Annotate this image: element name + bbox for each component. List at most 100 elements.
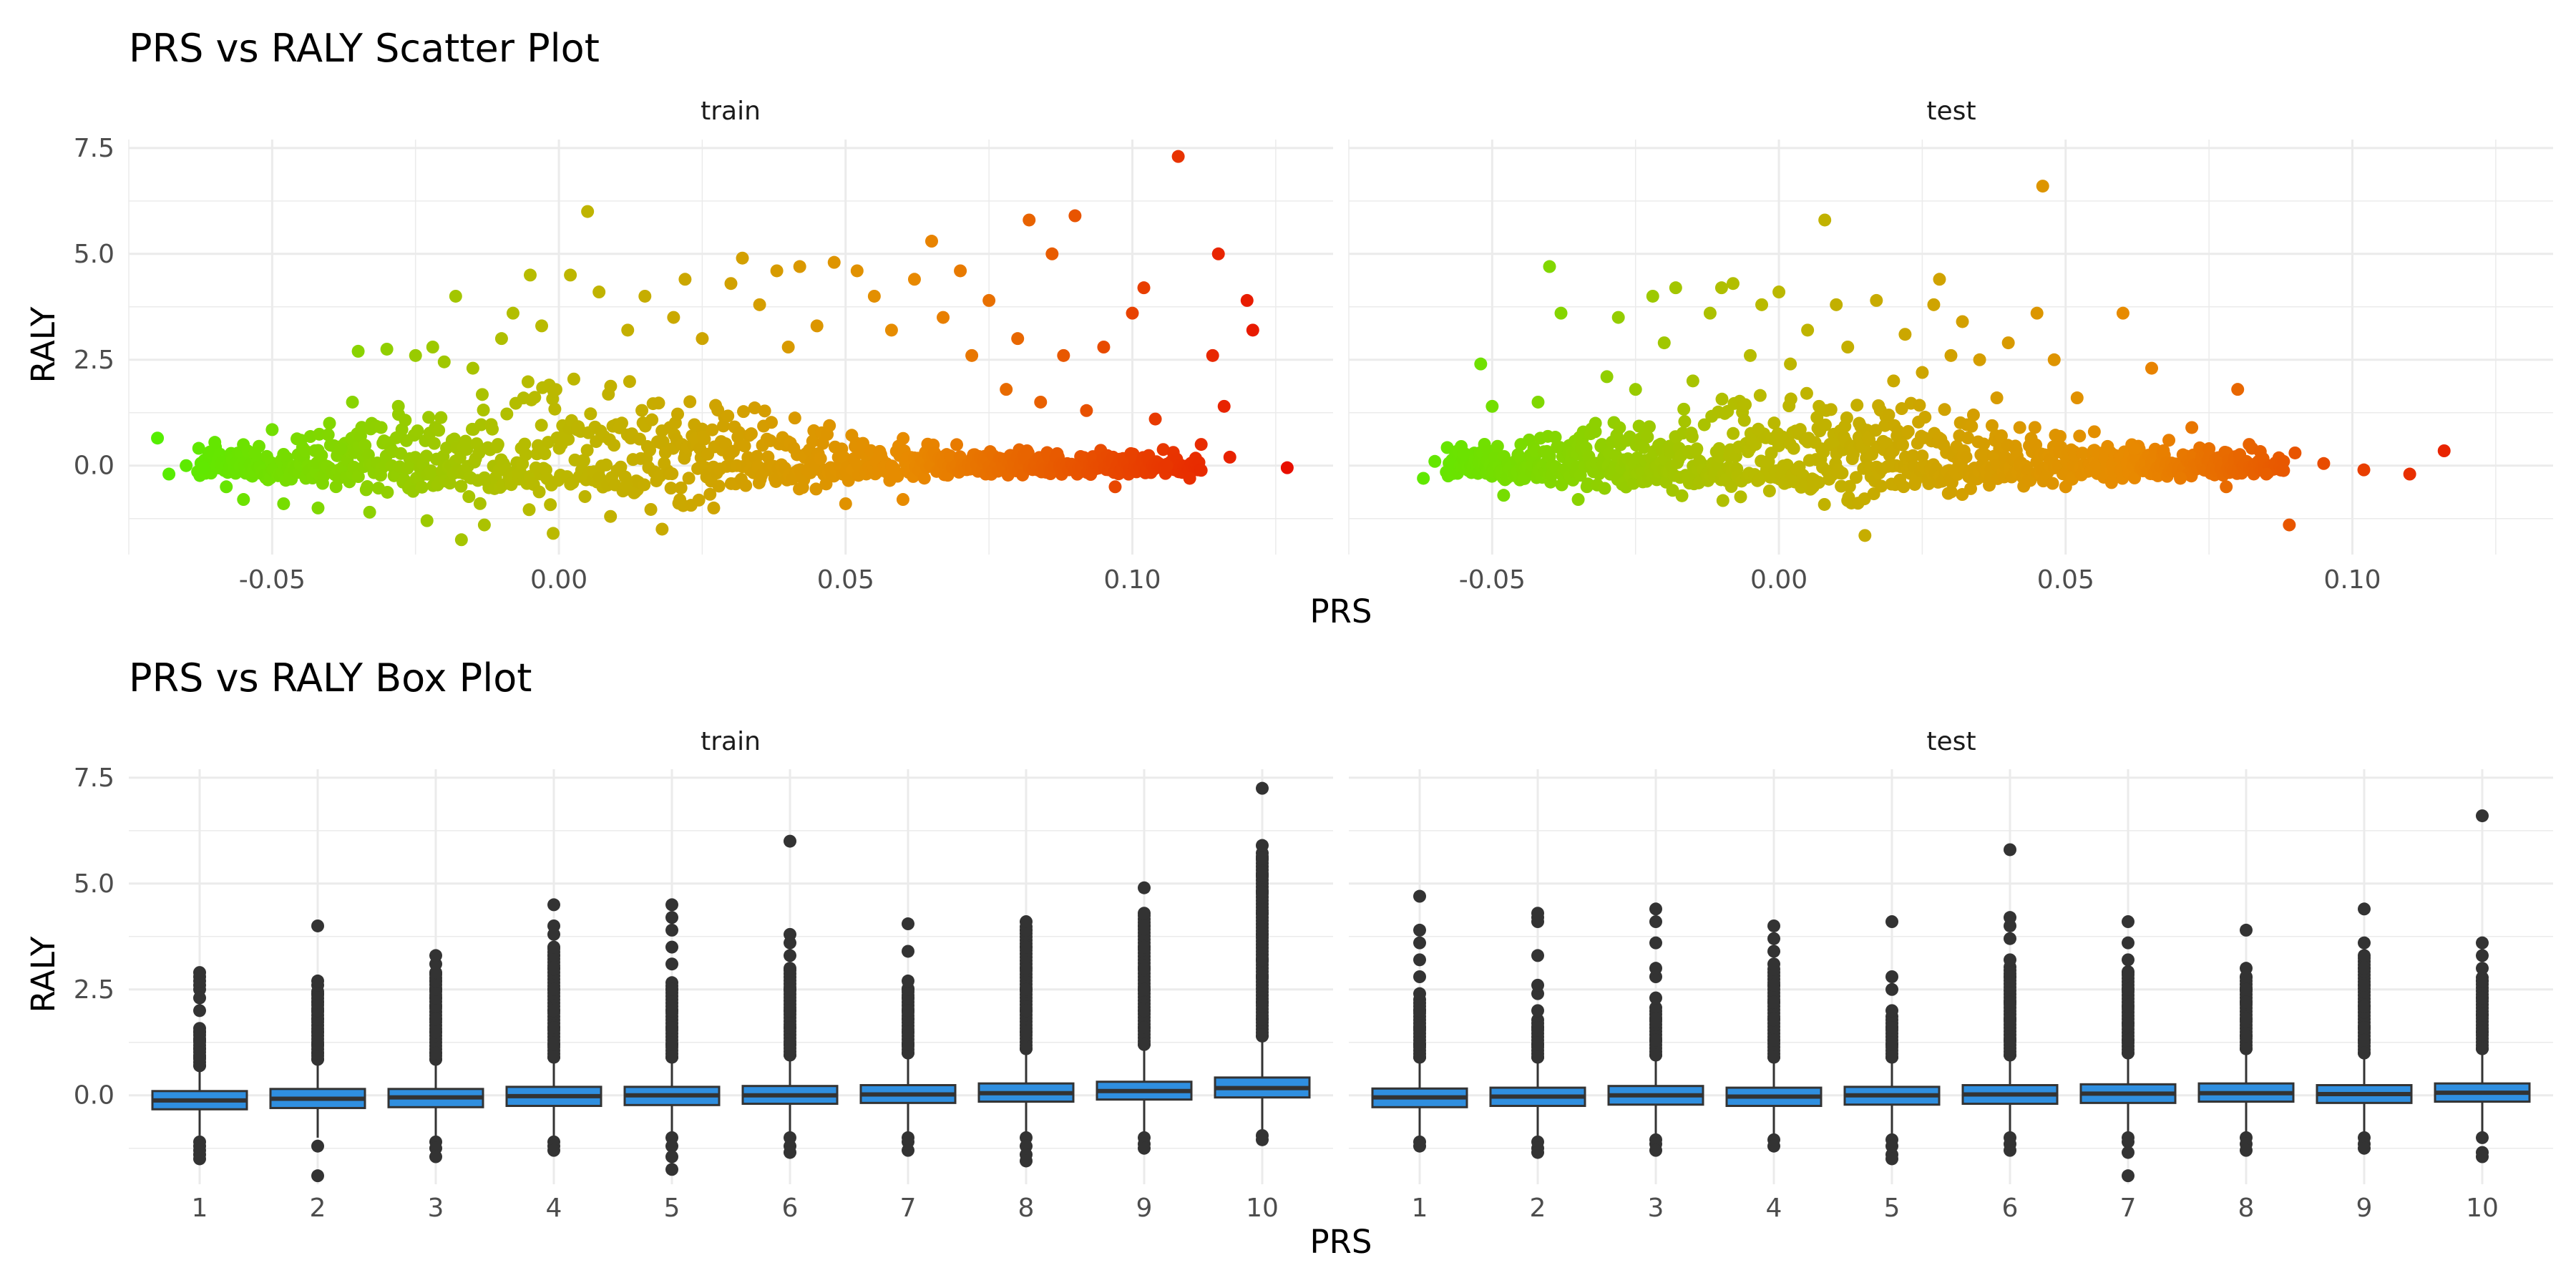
box-outlier [1885,915,1898,929]
box-outlier [1256,885,1269,899]
scatter-point [1850,399,1864,412]
scatter-strip-train: train [701,97,761,126]
box-outlier [1885,1004,1898,1018]
scatter-point [2128,471,2142,484]
scatter-point [2076,447,2089,460]
scatter-point [744,427,758,441]
scatter-point [220,480,233,494]
scatter-point [750,449,763,463]
scatter-y-tick-label: 7.5 [74,134,114,163]
box-outlier [2004,911,2016,924]
box-outlier [665,957,678,971]
scatter-point [1753,389,1767,402]
scatter-point [814,452,827,465]
box-outlier [547,1004,560,1018]
box-outlier [2358,936,2371,950]
scatter-point [532,485,546,499]
box-outlier [1413,987,1426,1000]
scatter-point [809,482,823,496]
box-outlier [1649,1001,1662,1015]
box-outlier [2240,962,2253,975]
scatter-x-tick-label: 0.10 [1103,565,1161,595]
scatter-point [1637,441,1651,454]
scatter-point [1965,419,1979,433]
scatter-point [2059,480,2072,494]
box-outlier [665,898,678,912]
scatter-points [151,150,2451,547]
box-outlier [1413,1139,1426,1153]
box-outlier [429,1046,442,1060]
scatter-point [674,481,688,494]
scatter-point [592,286,606,299]
scatter-point [1870,293,1883,307]
scatter-point [810,319,824,333]
box-outlier [1767,957,1780,971]
scatter-point [2288,446,2302,459]
scatter-point [819,477,833,491]
scatter-point [1737,414,1751,427]
scatter-point [1491,439,1504,453]
scatter-point [1715,392,1729,406]
box-x-tick-label: 9 [1136,1194,1153,1223]
box-outlier [2122,1135,2135,1148]
scatter-point [608,439,621,452]
scatter-point [1762,484,1776,498]
scatter-point [696,332,709,346]
box-outlier [2240,1029,2253,1043]
box-outlier [1531,1004,1544,1018]
box-outlier [2358,1000,2371,1013]
box-outlier [1138,1038,1151,1051]
box-outlier [1885,1038,1898,1051]
scatter-point [564,268,577,282]
scatter-point [2036,180,2049,193]
scatter-point [982,293,996,307]
scatter-point [1108,480,1122,494]
scatter-point [1206,348,1219,362]
scatter-point [604,509,618,523]
scatter-point [491,438,504,452]
box-strip-test: test [1926,727,1976,756]
scatter-point [765,416,779,429]
scatter-point [1171,150,1185,163]
scatter-point [739,479,753,492]
box-outlier [1256,970,1269,983]
box-outlier [2476,962,2489,975]
scatter-point [656,435,670,449]
box-outlier [2240,1013,2253,1026]
box-outlier [1256,953,1269,967]
box-y-tick-label: 7.5 [74,763,114,793]
scatter-point [1571,493,1585,507]
box-outlier [1413,970,1426,983]
scatter-point [1686,374,1699,388]
scatter-x-tick-label: 0.05 [2037,565,2094,595]
box-outlier [665,1021,678,1035]
scatter-point [2437,444,2451,457]
scatter-point [1882,408,1896,421]
box-x-axis-label: PRS [1310,1223,1372,1261]
scatter-y-axis-label: RALY [24,306,62,383]
scatter-point [1642,420,1656,434]
scatter-point [1933,273,1946,286]
box-strip-train: train [701,727,761,756]
scatter-point [237,493,250,507]
scatter-point [1812,476,1825,489]
scatter-point [1211,247,1225,260]
box-outlier [2004,953,2016,967]
scatter-point [2070,391,2084,405]
scatter-point [1045,247,1059,260]
box-outlier [2122,966,2135,980]
scatter-point [298,444,311,457]
box-outlier [1649,1143,1662,1157]
box-outlier [2122,936,2135,950]
scatter-point [839,497,852,510]
scatter-point [1841,341,1855,353]
box-grid [129,769,2553,1184]
scatter-point [315,449,328,462]
box-outlier [193,1004,206,1018]
box-outlier [2122,915,2135,929]
scatter-point [1727,426,1740,440]
scatter-point [683,395,697,409]
scatter-x-tick-label: 0.05 [817,565,874,595]
box-outlier [665,982,678,996]
scatter-point [162,467,176,481]
